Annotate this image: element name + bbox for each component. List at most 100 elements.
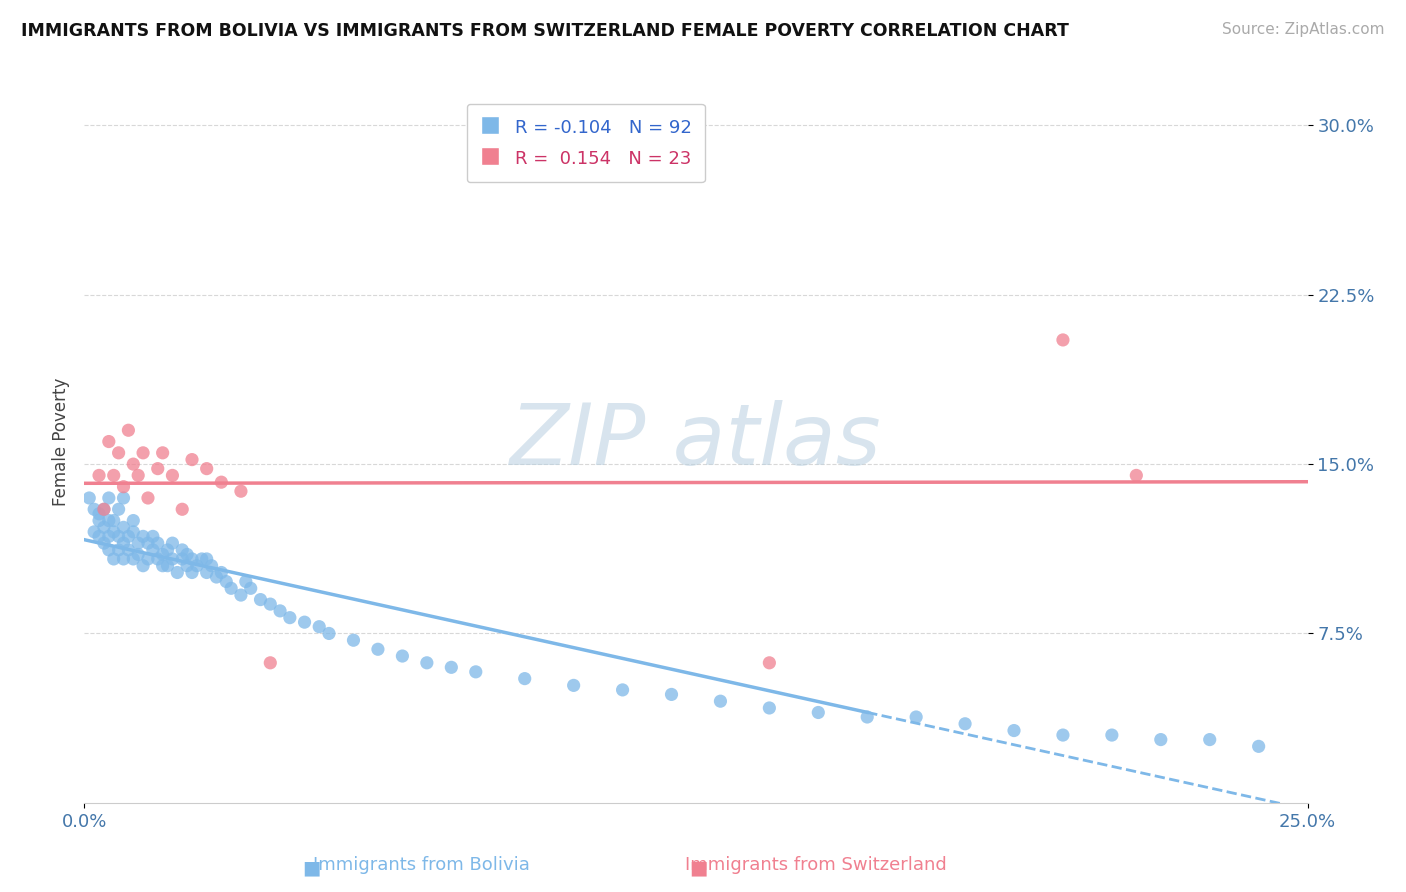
Point: [162, 552, 184, 566]
Point: [103, 524, 125, 539]
Point: [215, 574, 238, 589]
Point: [807, 706, 830, 720]
Point: [103, 468, 125, 483]
Point: [122, 524, 145, 539]
Point: [235, 574, 257, 589]
Text: ■: ■: [302, 858, 321, 877]
Point: [181, 566, 204, 580]
Point: [953, 716, 976, 731]
Legend: R = -0.104   N = 92, R =  0.154   N = 23: R = -0.104 N = 92, R = 0.154 N = 23: [467, 103, 704, 182]
Point: [112, 536, 135, 550]
Text: ZIP atlas: ZIP atlas: [510, 400, 882, 483]
Point: [1125, 468, 1147, 483]
Point: [758, 656, 780, 670]
Point: [239, 582, 262, 596]
Point: [162, 536, 184, 550]
Point: [93, 502, 115, 516]
Point: [142, 529, 165, 543]
Y-axis label: Female Poverty: Female Poverty: [52, 377, 70, 506]
Point: [294, 615, 316, 630]
Point: [122, 457, 145, 471]
Point: [112, 480, 135, 494]
Point: [709, 694, 731, 708]
Point: [1101, 728, 1123, 742]
Point: [122, 552, 145, 566]
Point: [97, 434, 120, 449]
Point: [758, 701, 780, 715]
Point: [112, 520, 135, 534]
Point: [391, 648, 413, 663]
Point: [87, 529, 110, 543]
Point: [152, 558, 174, 573]
Point: [562, 678, 585, 692]
Point: [905, 710, 928, 724]
Point: [136, 536, 159, 550]
Point: [229, 588, 252, 602]
Point: [612, 682, 634, 697]
Point: [191, 552, 214, 566]
Point: [152, 446, 174, 460]
Point: [107, 446, 129, 460]
Point: [93, 502, 115, 516]
Point: [1002, 723, 1025, 738]
Text: Immigrants from Switzerland: Immigrants from Switzerland: [685, 856, 946, 874]
Point: [117, 529, 139, 543]
Point: [1198, 732, 1220, 747]
Point: [87, 507, 110, 521]
Point: [93, 520, 115, 534]
Point: [416, 656, 439, 670]
Point: [127, 536, 149, 550]
Point: [117, 423, 139, 437]
Point: [136, 491, 159, 505]
Point: [367, 642, 389, 657]
Point: [112, 552, 135, 566]
Point: [195, 461, 218, 475]
Point: [97, 491, 120, 505]
Point: [172, 502, 194, 516]
Point: [97, 542, 120, 557]
Point: [195, 552, 218, 566]
Point: [97, 529, 120, 543]
Point: [308, 620, 330, 634]
Point: [83, 502, 105, 516]
Point: [77, 491, 100, 505]
Text: Immigrants from Bolivia: Immigrants from Bolivia: [314, 856, 530, 874]
Point: [152, 548, 174, 562]
Point: [269, 604, 291, 618]
Point: [156, 542, 179, 557]
Point: [103, 552, 125, 566]
Point: [87, 514, 110, 528]
Point: [342, 633, 364, 648]
Text: IMMIGRANTS FROM BOLIVIA VS IMMIGRANTS FROM SWITZERLAND FEMALE POVERTY CORRELATIO: IMMIGRANTS FROM BOLIVIA VS IMMIGRANTS FR…: [21, 22, 1069, 40]
Point: [1150, 732, 1173, 747]
Point: [1052, 728, 1074, 742]
Point: [205, 570, 228, 584]
Point: [162, 468, 184, 483]
Point: [209, 566, 232, 580]
Point: [176, 548, 198, 562]
Point: [172, 552, 194, 566]
Point: [200, 558, 222, 573]
Point: [107, 502, 129, 516]
Point: [107, 529, 129, 543]
Point: [156, 558, 179, 573]
Point: [93, 536, 115, 550]
Point: [661, 687, 683, 701]
Point: [259, 656, 281, 670]
Point: [117, 542, 139, 557]
Point: [146, 552, 169, 566]
Point: [209, 475, 232, 490]
Point: [1052, 333, 1074, 347]
Text: ■: ■: [689, 858, 707, 877]
Point: [181, 552, 204, 566]
Point: [1247, 739, 1270, 754]
Point: [132, 529, 155, 543]
Point: [132, 446, 155, 460]
Point: [112, 491, 135, 505]
Point: [107, 542, 129, 557]
Point: [97, 514, 120, 528]
Point: [136, 552, 159, 566]
Point: [83, 524, 105, 539]
Point: [249, 592, 271, 607]
Point: [142, 542, 165, 557]
